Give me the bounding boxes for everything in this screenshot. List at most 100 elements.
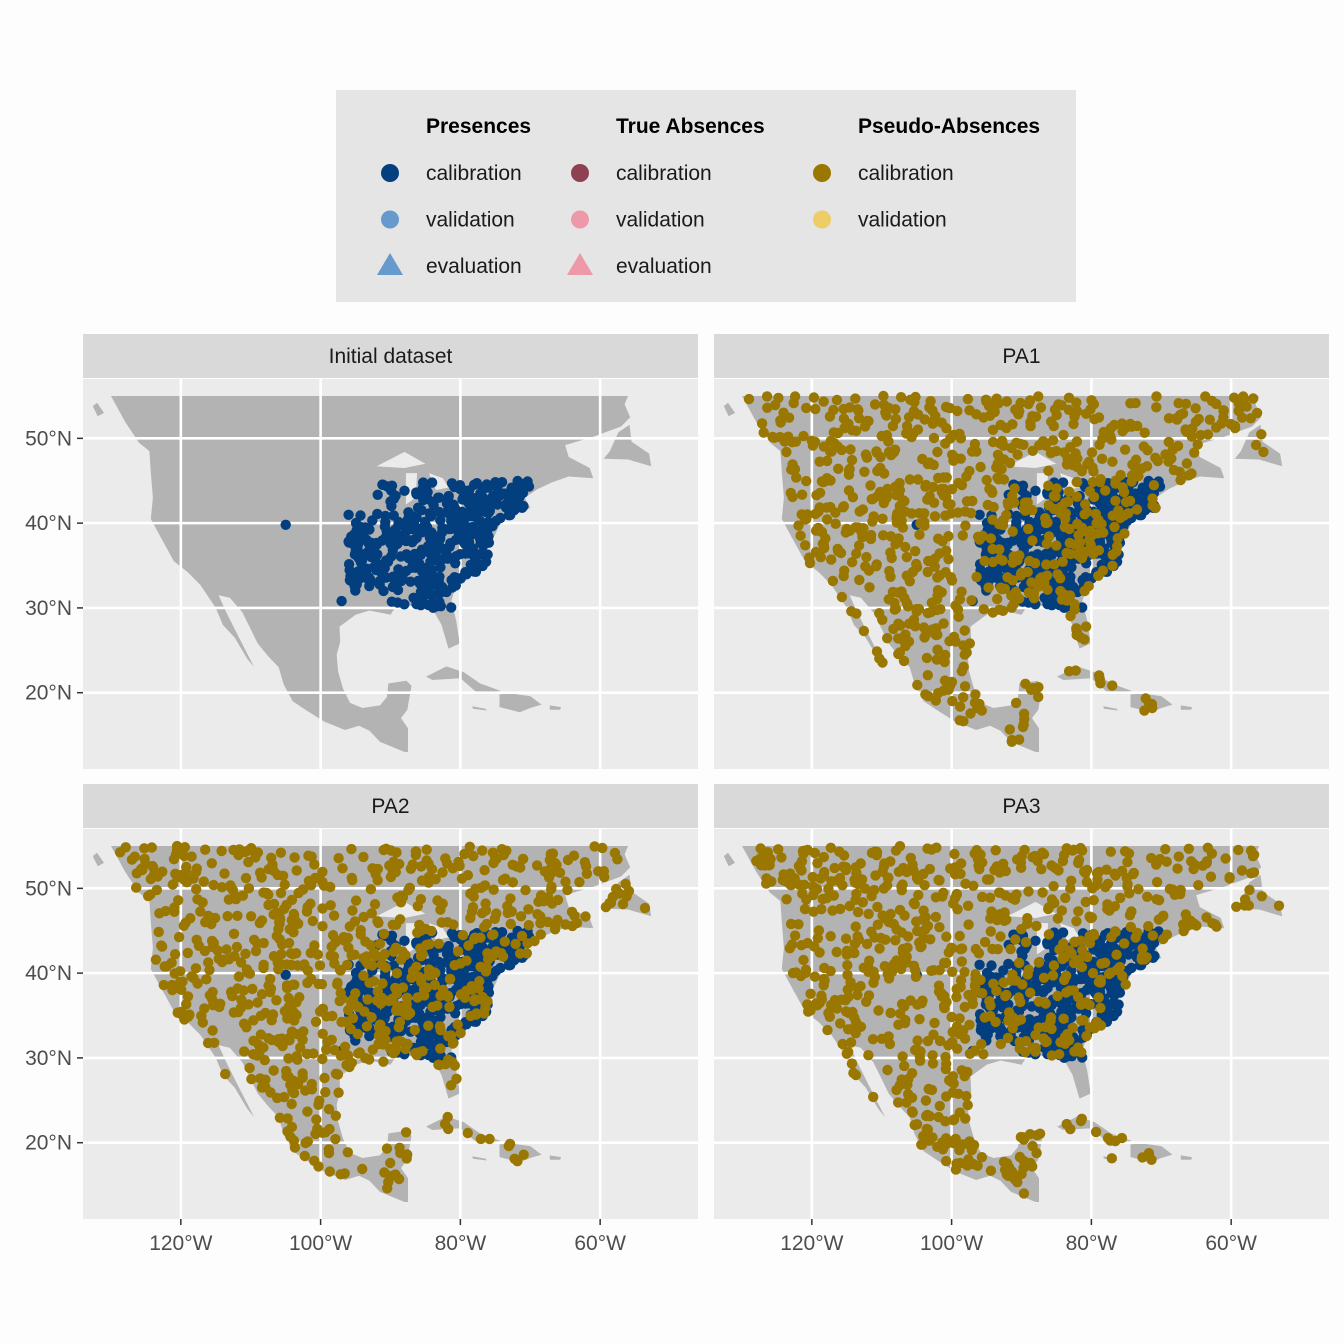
pseudo-absence-calibration-point: [617, 898, 629, 910]
presence-calibration-point: [505, 959, 516, 971]
pseudo-absence-calibration-point: [1076, 1047, 1087, 1058]
pseudo-absence-calibration-point: [263, 899, 274, 911]
pseudo-absence-calibration-point: [787, 437, 798, 448]
lake: [376, 451, 426, 468]
pseudo-absence-calibration-point: [1131, 504, 1143, 515]
pseudo-absence-calibration-point: [268, 865, 279, 876]
pseudo-absence-calibration-point: [305, 898, 316, 909]
pseudo-absence-calibration-point: [928, 497, 940, 508]
pseudo-absence-calibration-point: [1151, 391, 1162, 402]
pseudo-absence-calibration-point: [343, 1004, 354, 1016]
pseudo-absence-calibration-point: [517, 853, 529, 865]
pseudo-absence-calibration-point: [821, 514, 833, 525]
pseudo-absence-calibration-point: [991, 985, 1002, 997]
pseudo-absence-calibration-point: [1106, 1153, 1117, 1164]
pseudo-absence-calibration-point: [810, 525, 822, 536]
pseudo-absence-calibration-point: [547, 865, 558, 876]
pseudo-absence-calibration-point: [914, 1055, 926, 1066]
pseudo-absence-calibration-point: [1114, 961, 1125, 973]
pseudo-absence-calibration-point: [372, 863, 383, 875]
pseudo-absence-calibration-point: [781, 894, 792, 905]
x-tick-label: 100°W: [289, 1232, 352, 1255]
island: [499, 693, 542, 713]
presence-calibration-point: [1126, 962, 1137, 974]
pseudo-absence-calibration-point: [1244, 884, 1255, 896]
pseudo-absence-calibration-point: [560, 876, 571, 887]
pseudo-absence-calibration-point: [1025, 987, 1036, 998]
pseudo-absence-calibration-point: [480, 1002, 491, 1013]
pseudo-absence-calibration-point: [893, 1097, 904, 1108]
facet-panel: [714, 379, 1329, 769]
pseudo-absence-calibration-point: [801, 475, 812, 487]
pseudo-absence-calibration-point: [1033, 996, 1045, 1007]
pseudo-absence-calibration-point: [1124, 495, 1136, 507]
presence-calibration-point: [386, 500, 397, 512]
pseudo-absence-calibration-point: [329, 1044, 340, 1056]
pseudo-absence-calibration-point: [880, 407, 891, 418]
presence-calibration-point: [441, 586, 452, 598]
pseudo-absence-calibration-point: [968, 880, 979, 891]
pseudo-absence-calibration-point: [317, 921, 328, 932]
pseudo-absence-calibration-point: [465, 912, 476, 924]
pseudo-absence-calibration-point: [990, 1016, 1001, 1028]
pseudo-absence-calibration-point: [994, 519, 1005, 530]
pseudo-absence-calibration-point: [962, 393, 974, 405]
pseudo-absence-calibration-point: [145, 873, 156, 885]
pseudo-absence-calibration-point: [774, 431, 786, 443]
pseudo-absence-calibration-point: [325, 881, 336, 893]
pseudo-absence-calibration-point: [789, 391, 801, 402]
pseudo-absence-calibration-point: [498, 849, 509, 861]
pseudo-absence-calibration-point: [922, 670, 933, 681]
pseudo-absence-calibration-point: [987, 607, 999, 618]
pseudo-absence-calibration-point: [471, 1008, 482, 1019]
pseudo-absence-calibration-point: [847, 492, 859, 503]
pseudo-absence-calibration-point: [1141, 461, 1153, 472]
pseudo-absence-calibration-point: [1147, 930, 1158, 941]
pseudo-absence-calibration-point: [169, 949, 181, 960]
legend-label: evaluation: [616, 255, 712, 278]
pseudo-absence-calibration-point: [1251, 407, 1263, 419]
pseudo-absence-calibration-point: [818, 870, 829, 882]
island: [549, 1155, 561, 1160]
pseudo-absence-calibration-point: [962, 1099, 973, 1111]
pseudo-absence-calibration-point: [1073, 530, 1084, 541]
presence-calibration-point: [1003, 958, 1014, 970]
pseudo-absence-calibration-point: [449, 960, 460, 971]
pseudo-absence-calibration-point: [300, 1137, 311, 1149]
pseudo-absence-calibration-point: [580, 911, 591, 922]
pseudo-absence-calibration-point: [849, 947, 860, 959]
pseudo-absence-calibration-point: [421, 844, 432, 855]
pseudo-absence-calibration-point: [907, 1107, 918, 1118]
pseudo-absence-calibration-point: [946, 676, 958, 688]
pseudo-absence-calibration-point: [305, 973, 317, 985]
presence-calibration-point: [418, 494, 429, 506]
pseudo-absence-calibration-point: [1100, 881, 1111, 893]
pseudo-absence-calibration-point: [984, 892, 996, 903]
pseudo-absence-calibration-point: [927, 1050, 938, 1061]
pseudo-absence-calibration-point: [924, 1135, 935, 1146]
pseudo-absence-calibration-point: [979, 936, 991, 948]
pseudo-absence-calibration-point: [1018, 1188, 1030, 1199]
pseudo-absence-calibration-point: [1020, 937, 1032, 948]
legend: Presences calibration validation evaluation…: [336, 90, 1076, 302]
pseudo-absence-calibration-point: [864, 955, 875, 966]
pseudo-absence-calibration-point: [330, 1133, 341, 1145]
presence-calibration-point: [400, 535, 412, 547]
pseudo-absence-calibration-point: [755, 860, 767, 871]
pseudo-absence-calibration-point: [1014, 406, 1025, 417]
pseudo-absence-calibration-point: [992, 944, 1003, 955]
pseudo-absence-calibration-point: [1109, 521, 1120, 533]
pseudo-absence-calibration-point: [947, 634, 959, 645]
pseudo-absence-calibration-point: [945, 572, 957, 583]
presence-calibration-point: [343, 509, 354, 520]
pseudo-absence-calibration-point: [246, 1073, 257, 1085]
pseudo-absence-calibration-point: [278, 903, 290, 915]
y-tick-label: 30°N: [25, 597, 72, 620]
pseudo-absence-calibration-point: [984, 874, 995, 885]
pseudo-absence-calibration-point: [1065, 610, 1076, 622]
pseudo-absence-calibration-point: [924, 457, 935, 468]
pseudo-absence-calibration-point: [388, 946, 399, 957]
pseudo-absence-calibration-point: [836, 444, 847, 456]
pseudo-absence-calibration-point: [825, 965, 836, 977]
pseudo-absence-calibration-point: [241, 1022, 252, 1033]
